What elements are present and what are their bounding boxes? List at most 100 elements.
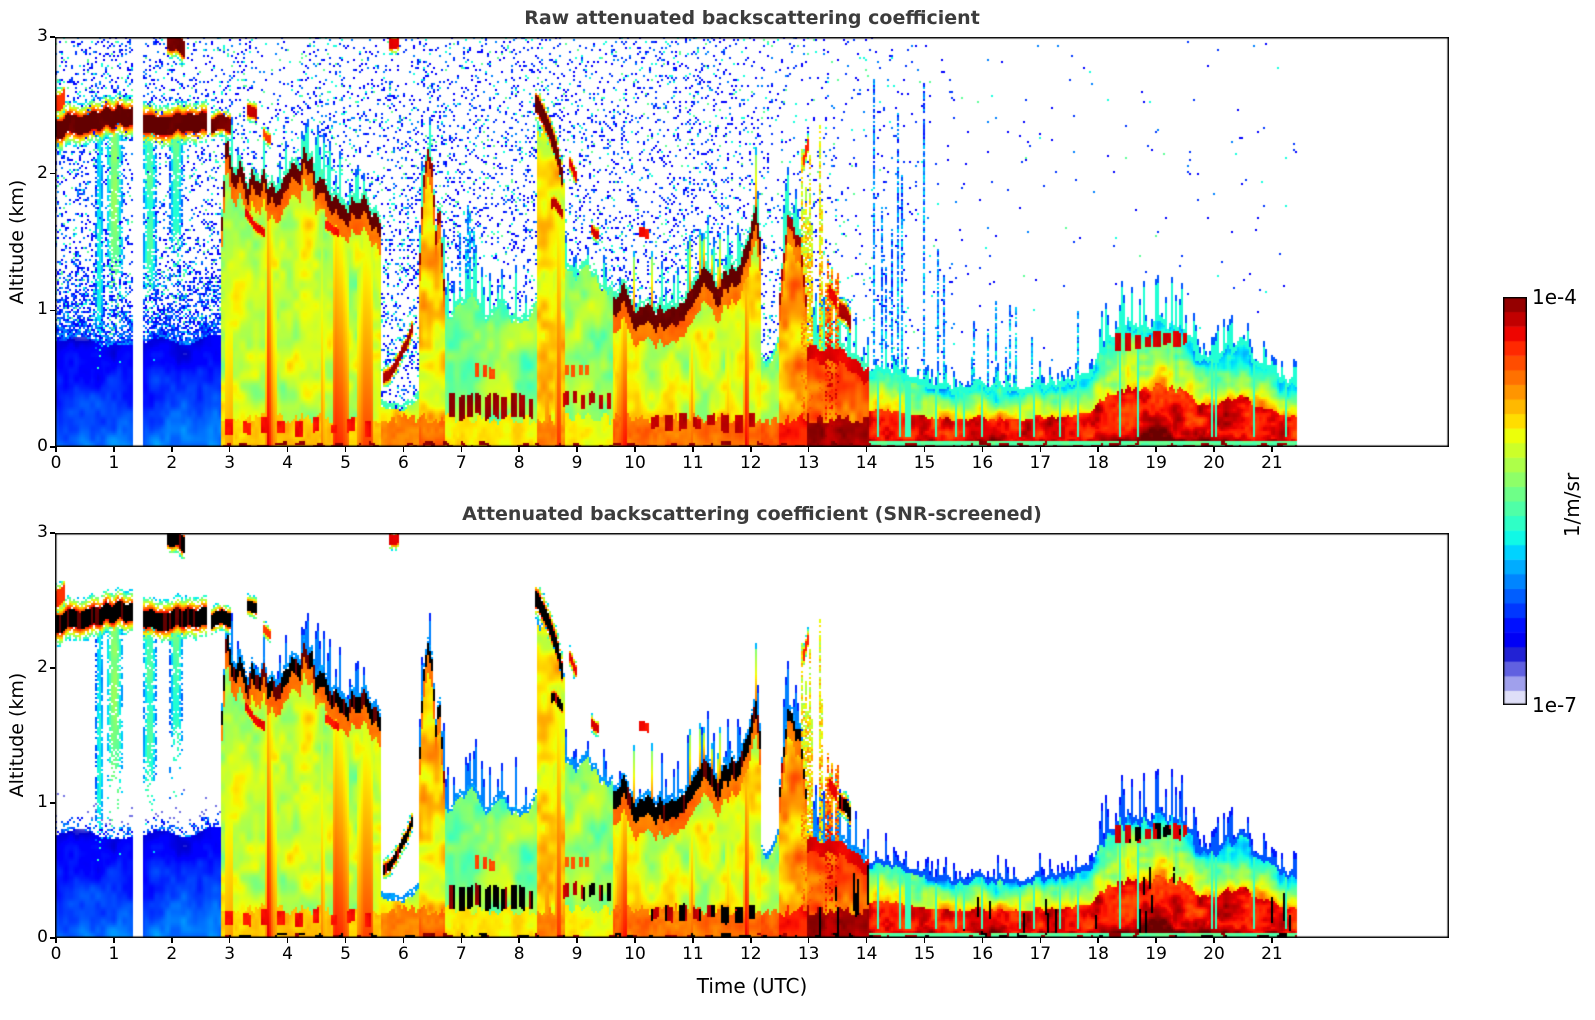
y-tick-mark [50, 802, 55, 804]
x-tick-label: 16 [971, 944, 994, 964]
x-tick-mark [634, 938, 636, 943]
x-tick-label: 6 [397, 453, 409, 473]
x-tick-label: 13 [797, 944, 820, 964]
panel2-ylabel: Altitude (km) [6, 672, 28, 798]
y-tick-mark [50, 937, 55, 939]
x-tick-label: 21 [1261, 453, 1283, 473]
x-tick-mark [750, 447, 752, 452]
x-tick-mark [981, 938, 984, 943]
y-tick-label: 3 [37, 26, 48, 46]
x-tick-label: 6 [397, 944, 409, 964]
x-tick-mark [113, 938, 115, 943]
x-tick-mark [402, 938, 405, 943]
x-tick-label: 10 [624, 944, 646, 964]
y-tick-mark [50, 446, 55, 448]
x-tick-mark [576, 938, 578, 943]
y-tick-label: 1 [37, 792, 48, 812]
x-tick-mark [865, 938, 868, 943]
x-tick-label: 4 [282, 453, 293, 473]
x-tick-label: 12 [739, 944, 762, 964]
x-tick-label: 17 [1029, 453, 1052, 473]
y-tick-label: 0 [37, 436, 48, 456]
x-tick-mark [344, 938, 347, 943]
x-tick-mark [228, 938, 231, 943]
x-tick-mark [171, 938, 173, 943]
y-tick-mark [50, 172, 55, 175]
x-tick-label: 14 [855, 453, 878, 473]
x-tick-mark [576, 447, 578, 452]
x-tick-mark [807, 938, 810, 943]
y-tick-mark [50, 309, 55, 312]
colorbar-min-label: 1e-7 [1532, 693, 1577, 717]
x-tick-label: 2 [166, 453, 178, 473]
x-tick-mark [171, 447, 173, 452]
y-tick-label: 2 [37, 162, 48, 183]
x-tick-mark [55, 447, 57, 452]
x-tick-label: 1 [108, 453, 120, 473]
x-tick-label: 2 [166, 944, 178, 964]
x-tick-mark [55, 938, 57, 943]
colorbar-max-label: 1e-4 [1532, 285, 1577, 309]
x-tick-label: 8 [513, 944, 525, 964]
x-tick-mark [1039, 938, 1042, 943]
x-tick-label: 13 [797, 453, 820, 473]
panel1-plot-area [55, 37, 1449, 447]
x-tick-mark [460, 938, 463, 943]
x-tick-label: 14 [855, 944, 878, 964]
x-tick-mark [692, 938, 694, 943]
x-tick-label: 16 [971, 453, 994, 473]
x-tick-label: 0 [50, 453, 62, 473]
x-tick-label: 8 [513, 453, 525, 473]
x-tick-mark [1271, 447, 1273, 452]
x-tick-mark [1097, 938, 1099, 943]
x-tick-mark [402, 447, 405, 452]
x-tick-label: 7 [455, 944, 467, 964]
x-tick-label: 9 [571, 944, 583, 964]
x-tick-label: 11 [682, 453, 704, 473]
panel1-title: Raw attenuated backscattering coefficien… [524, 7, 980, 29]
panel2-title: Attenuated backscattering coefficient (S… [462, 503, 1042, 525]
x-tick-mark [1155, 447, 1157, 452]
panel2-plot-area [55, 533, 1449, 938]
x-tick-label: 3 [224, 453, 236, 473]
x-tick-label: 5 [340, 453, 351, 473]
x-tick-label: 3 [224, 944, 236, 964]
x-tick-mark [1213, 447, 1215, 452]
y-tick-label: 0 [37, 927, 48, 947]
x-tick-mark [113, 447, 115, 452]
x-tick-label: 17 [1029, 944, 1052, 964]
x-tick-mark [923, 938, 926, 943]
y-tick-mark [50, 667, 55, 669]
x-tick-mark [807, 447, 810, 452]
x-tick-label: 15 [913, 453, 936, 473]
panel1-heatmap-canvas [55, 37, 1449, 447]
x-tick-label: 12 [739, 453, 762, 473]
panel1-ylabel: Altitude (km) [6, 179, 28, 305]
colorbar-unit-label: 1/m/sr [1560, 472, 1584, 538]
y-tick-mark [50, 36, 55, 38]
x-tick-label: 10 [624, 453, 646, 473]
x-tick-mark [286, 938, 289, 943]
x-tick-mark [228, 447, 231, 452]
x-tick-mark [1039, 447, 1042, 452]
x-tick-label: 21 [1261, 944, 1283, 964]
x-tick-label: 11 [682, 944, 704, 964]
x-tick-label: 0 [50, 944, 62, 964]
x-tick-label: 20 [1203, 944, 1225, 964]
x-tick-mark [981, 447, 984, 452]
x-tick-mark [865, 447, 868, 452]
x-tick-label: 19 [1145, 453, 1167, 473]
x-tick-label: 19 [1145, 944, 1167, 964]
x-tick-mark [1155, 938, 1157, 943]
x-tick-label: 18 [1087, 453, 1109, 473]
x-tick-label: 15 [913, 944, 936, 964]
x-tick-mark [518, 938, 520, 943]
x-tick-label: 5 [340, 944, 351, 964]
panel2-heatmap-canvas [55, 533, 1449, 938]
y-tick-label: 2 [37, 657, 48, 677]
y-tick-label: 1 [37, 299, 48, 320]
x-tick-mark [1271, 938, 1273, 943]
x-tick-label: 18 [1087, 944, 1109, 964]
x-tick-mark [460, 447, 463, 452]
x-axis-label: Time (UTC) [696, 974, 808, 998]
